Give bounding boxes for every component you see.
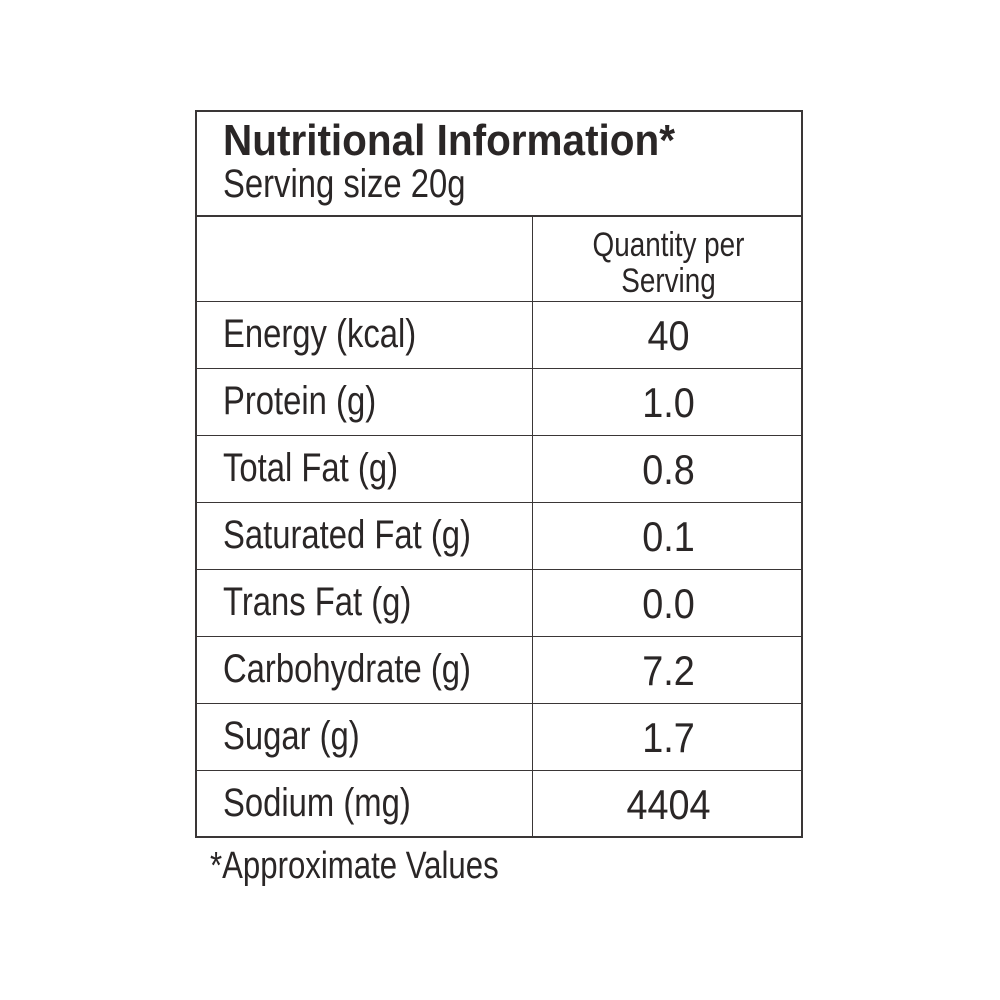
divider	[197, 215, 801, 217]
nutrient-label: Sugar (g)	[223, 714, 360, 758]
nutrient-label: Sodium (mg)	[223, 781, 411, 825]
subtitle: Serving size 20g	[223, 162, 466, 206]
nutrient-label: Total Fat (g)	[223, 446, 398, 490]
nutrient-value: 1.0	[642, 379, 695, 426]
nutrition-table: Nutritional Information* Serving size 20…	[195, 110, 803, 838]
nutrient-value: 40	[647, 312, 690, 359]
table-row: Sodium (mg) 4404	[197, 770, 801, 837]
table-row: Energy (kcal) 40	[197, 301, 801, 368]
table-row: Trans Fat (g) 0.0	[197, 569, 801, 636]
nutrient-label: Carbohydrate (g)	[223, 647, 471, 691]
nutrient-label: Trans Fat (g)	[223, 580, 412, 624]
table-row: Carbohydrate (g) 7.2	[197, 636, 801, 703]
nutrient-label: Protein (g)	[223, 379, 377, 423]
footnote: *Approximate Values	[210, 845, 499, 887]
table-row: Total Fat (g) 0.8	[197, 435, 801, 502]
title: Nutritional Information*	[223, 116, 676, 165]
nutrient-value: 4404	[626, 781, 711, 828]
nutrient-value: 7.2	[642, 647, 695, 694]
table-row: Protein (g) 1.0	[197, 368, 801, 435]
column-header: Quantity per Serving	[592, 226, 745, 300]
table-row: Saturated Fat (g) 0.1	[197, 502, 801, 569]
nutrient-label: Energy (kcal)	[223, 312, 417, 356]
table-row: Sugar (g) 1.7	[197, 703, 801, 770]
nutrient-value: 1.7	[642, 714, 695, 761]
nutrient-value: 0.8	[642, 446, 695, 493]
nutrient-label: Saturated Fat (g)	[223, 513, 471, 557]
nutrient-value: 0.1	[642, 513, 695, 560]
column-divider	[532, 215, 533, 836]
nutrient-value: 0.0	[642, 580, 695, 627]
